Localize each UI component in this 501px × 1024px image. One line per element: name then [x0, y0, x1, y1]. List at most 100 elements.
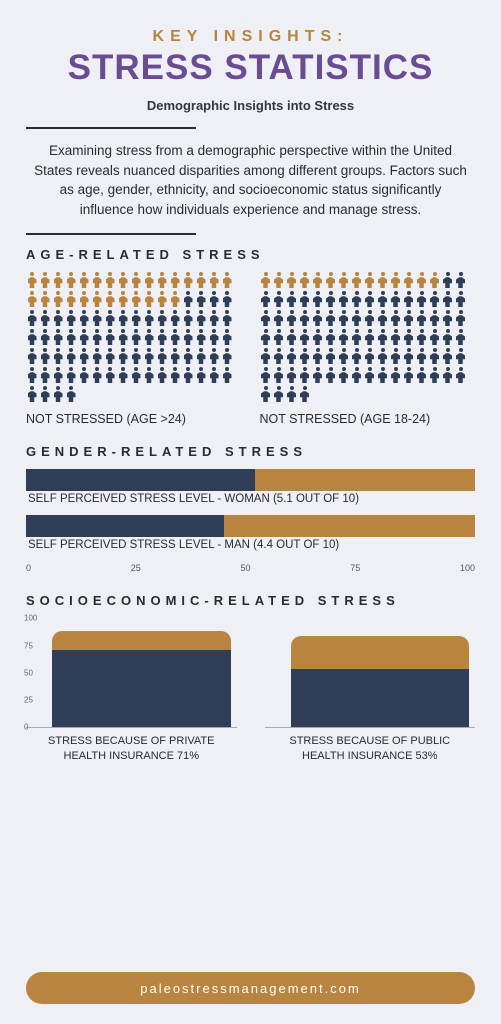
person-icon	[429, 291, 441, 309]
person-icon	[65, 310, 77, 328]
person-icon	[442, 367, 454, 385]
person-icon	[325, 348, 337, 366]
person-icon	[117, 272, 129, 290]
person-icon	[26, 310, 38, 328]
person-icon	[299, 386, 311, 404]
bar-segment-top	[52, 631, 231, 650]
person-icon	[169, 310, 181, 328]
person-icon	[221, 272, 233, 290]
person-icon	[260, 272, 272, 290]
person-icon	[325, 272, 337, 290]
person-icon	[260, 310, 272, 328]
person-icon	[403, 348, 415, 366]
gender-bar	[26, 515, 475, 537]
person-icon	[104, 291, 116, 309]
person-icon	[351, 367, 363, 385]
gender-section-title: GENDER-RELATED STRESS	[26, 444, 475, 459]
person-icon	[52, 348, 64, 366]
person-icon	[416, 367, 428, 385]
socio-label: STRESS BECAUSE OF PUBLICHEALTH INSURANCE…	[265, 734, 476, 763]
socio-section-title: SOCIOECONOMIC-RELATED STRESS	[26, 593, 475, 608]
person-icon	[169, 272, 181, 290]
person-icon	[416, 291, 428, 309]
axis-tick: 100	[460, 563, 475, 573]
person-icon	[416, 310, 428, 328]
person-icon	[312, 348, 324, 366]
subtitle: Demographic Insights into Stress	[26, 98, 475, 113]
person-icon	[78, 348, 90, 366]
person-icon	[78, 367, 90, 385]
person-icon	[390, 291, 402, 309]
person-icon	[312, 272, 324, 290]
age-left-label: NOT STRESSED (AGE >24)	[26, 412, 242, 426]
person-icon	[208, 310, 220, 328]
person-icon	[91, 348, 103, 366]
bar-segment-top	[291, 636, 470, 670]
person-icon	[442, 291, 454, 309]
person-icon	[364, 348, 376, 366]
person-icon	[455, 329, 467, 347]
person-icon	[260, 348, 272, 366]
socio-section: SOCIOECONOMIC-RELATED STRESS 0255075100S…	[26, 593, 475, 763]
person-icon	[260, 291, 272, 309]
person-icon	[351, 291, 363, 309]
person-icon	[351, 348, 363, 366]
person-icon	[338, 272, 350, 290]
person-icon	[377, 291, 389, 309]
footer-text: paleostressmanagement.com	[140, 981, 361, 996]
age-columns: NOT STRESSED (AGE >24) NOT STRESSED (AGE…	[26, 272, 475, 426]
person-icon	[26, 367, 38, 385]
person-icon	[52, 272, 64, 290]
person-icon	[299, 348, 311, 366]
person-icon	[156, 367, 168, 385]
person-icon	[273, 272, 285, 290]
person-icon	[169, 291, 181, 309]
divider	[26, 233, 196, 235]
person-icon	[364, 329, 376, 347]
socio-chart: 0255075100STRESS BECAUSE OF PRIVATEHEALT…	[26, 618, 237, 763]
axis-tick: 25	[131, 563, 141, 573]
page-title: STRESS STATISTICS	[26, 48, 475, 88]
person-icon	[52, 367, 64, 385]
intro-text: Examining stress from a demographic pers…	[26, 141, 475, 219]
person-icon	[182, 272, 194, 290]
person-icon	[429, 348, 441, 366]
y-tick: 0	[24, 723, 28, 732]
person-icon	[26, 291, 38, 309]
person-icon	[351, 310, 363, 328]
age-col-right: NOT STRESSED (AGE 18-24)	[260, 272, 476, 426]
person-icon	[143, 348, 155, 366]
person-icon	[91, 329, 103, 347]
person-grid-right	[260, 272, 468, 404]
person-icon	[455, 291, 467, 309]
person-icon	[299, 367, 311, 385]
person-icon	[325, 329, 337, 347]
person-icon	[65, 386, 77, 404]
person-icon	[338, 310, 350, 328]
person-icon	[364, 310, 376, 328]
person-icon	[143, 367, 155, 385]
person-icon	[91, 291, 103, 309]
person-icon	[195, 310, 207, 328]
person-icon	[130, 272, 142, 290]
person-icon	[286, 272, 298, 290]
person-icon	[104, 272, 116, 290]
person-icon	[117, 329, 129, 347]
person-icon	[52, 329, 64, 347]
person-icon	[416, 348, 428, 366]
person-icon	[117, 367, 129, 385]
person-icon	[26, 348, 38, 366]
person-icon	[65, 348, 77, 366]
person-icon	[403, 310, 415, 328]
person-icon	[325, 367, 337, 385]
person-icon	[455, 272, 467, 290]
person-icon	[208, 367, 220, 385]
person-icon	[312, 291, 324, 309]
person-icon	[156, 272, 168, 290]
person-icon	[338, 348, 350, 366]
person-icon	[52, 310, 64, 328]
person-icon	[169, 367, 181, 385]
person-icon	[221, 348, 233, 366]
person-icon	[169, 348, 181, 366]
person-icon	[182, 310, 194, 328]
